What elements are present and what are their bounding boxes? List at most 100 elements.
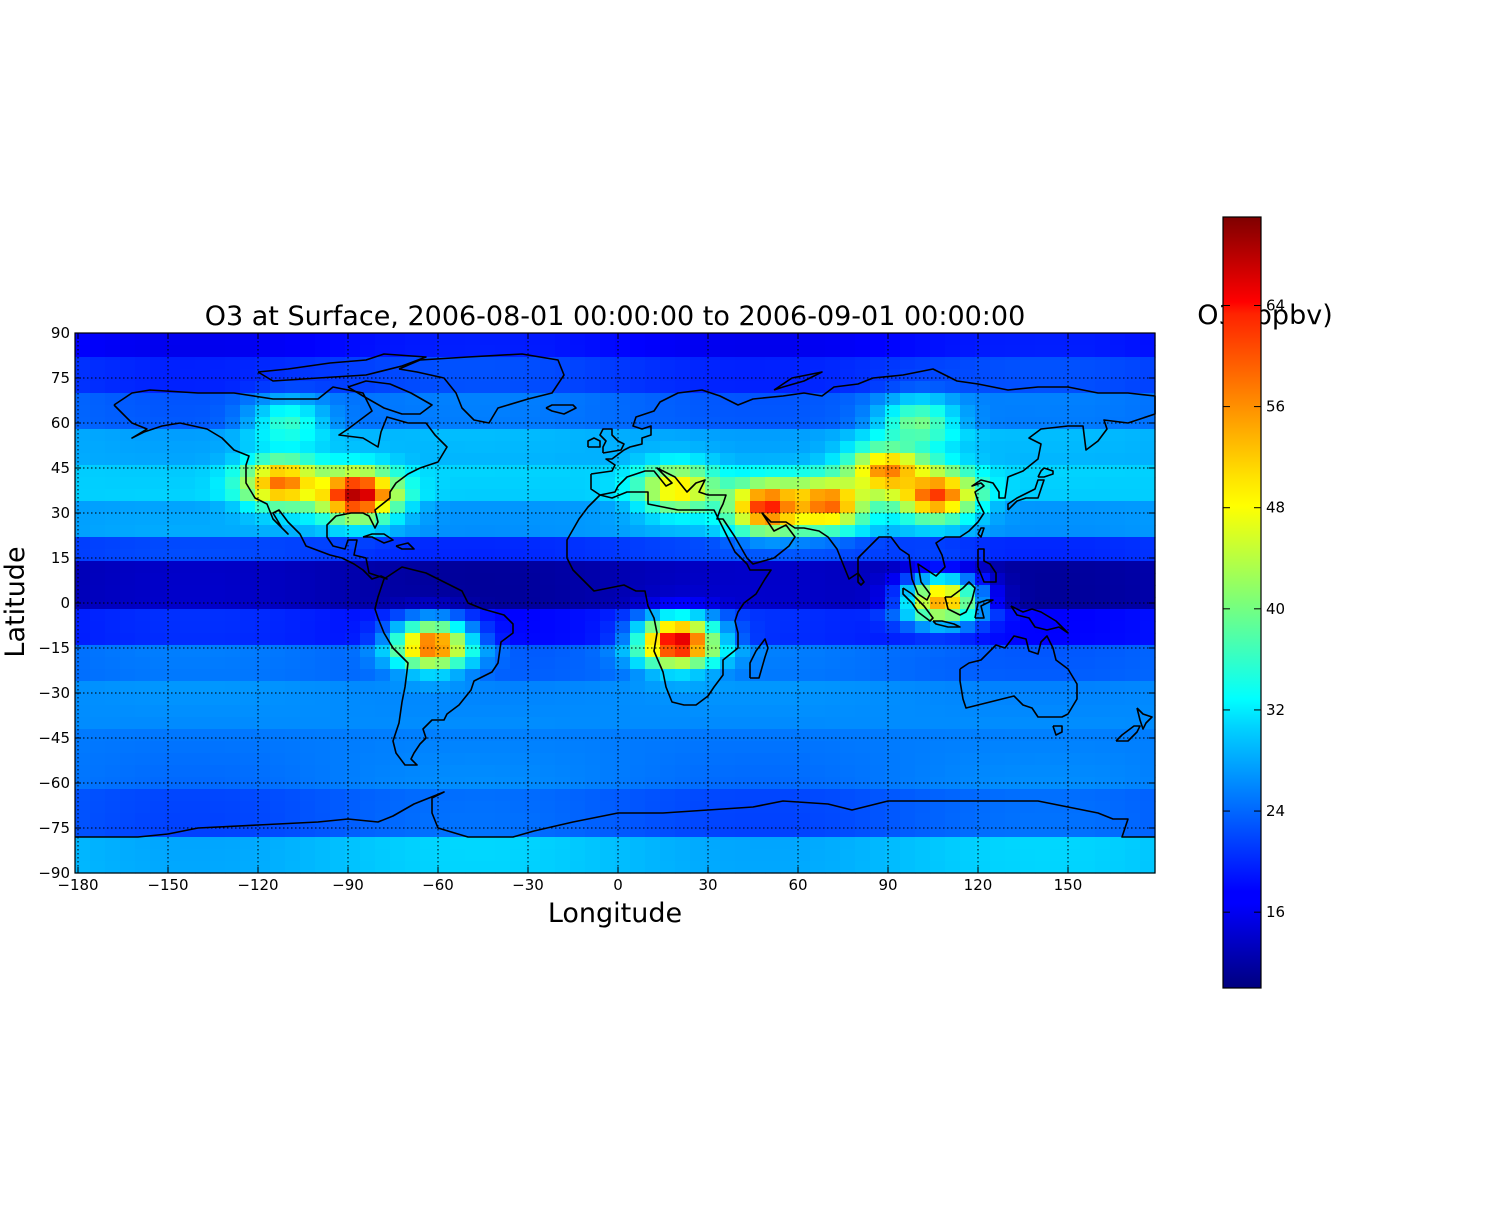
heat-cell: [390, 429, 406, 442]
heat-cell: [450, 477, 466, 490]
heat-cell: [540, 813, 556, 826]
heat-cell: [795, 705, 811, 718]
heat-cell: [330, 609, 346, 622]
heat-cell: [390, 753, 406, 766]
heat-cell: [240, 429, 256, 442]
heat-cell: [465, 753, 481, 766]
heat-cell: [810, 513, 826, 526]
heat-cell: [975, 381, 991, 394]
heat-cell: [435, 729, 451, 742]
heat-cell: [1065, 357, 1081, 370]
heat-cell: [900, 645, 916, 658]
heat-cell: [120, 669, 136, 682]
heat-cell: [990, 477, 1006, 490]
heat-cell: [825, 633, 841, 646]
heat-cell: [1110, 669, 1126, 682]
heat-cell: [285, 681, 301, 694]
heat-cell: [150, 597, 166, 610]
heat-cell: [1005, 369, 1021, 382]
heat-cell: [300, 669, 316, 682]
heat-cell: [555, 441, 571, 454]
heat-cell: [210, 693, 226, 706]
heat-cell: [480, 393, 496, 406]
heat-cell: [105, 465, 121, 478]
heat-cell: [975, 705, 991, 718]
heat-cell: [555, 609, 571, 622]
heat-cell: [405, 537, 421, 550]
heat-cell: [600, 609, 616, 622]
heat-cell: [465, 501, 481, 514]
heat-cell: [1080, 609, 1096, 622]
heat-cell: [300, 813, 316, 826]
heat-cell: [180, 813, 196, 826]
heat-cell: [975, 405, 991, 418]
heat-cell: [705, 825, 721, 838]
heat-cell: [765, 489, 781, 502]
heat-cell: [105, 681, 121, 694]
heat-cell: [795, 825, 811, 838]
heat-cell: [210, 393, 226, 406]
heat-cell: [645, 429, 661, 442]
heat-cell: [465, 729, 481, 742]
heat-cell: [1050, 585, 1066, 598]
heat-cell: [570, 753, 586, 766]
heat-cell: [1095, 705, 1111, 718]
heat-cell: [630, 729, 646, 742]
heat-cell: [1020, 345, 1036, 358]
heat-cell: [540, 345, 556, 358]
heat-cell: [165, 789, 181, 802]
heat-cell: [1050, 837, 1066, 850]
heat-cell: [225, 561, 241, 574]
heat-cell: [255, 393, 271, 406]
heat-cell: [420, 849, 436, 862]
heat-cell: [915, 501, 931, 514]
heat-cell: [240, 501, 256, 514]
heat-cell: [1005, 405, 1021, 418]
heat-cell: [330, 861, 346, 874]
heat-cell: [885, 573, 901, 586]
heat-cell: [975, 477, 991, 490]
heat-cell: [450, 789, 466, 802]
heat-cell: [1140, 825, 1156, 838]
heat-cell: [630, 813, 646, 826]
heat-cell: [840, 681, 856, 694]
heat-cell: [675, 681, 691, 694]
heat-cell: [1095, 789, 1111, 802]
heat-cell: [480, 333, 496, 346]
colorbar-tick-label: 56: [1266, 398, 1285, 416]
heat-cell: [465, 681, 481, 694]
heat-cell: [990, 837, 1006, 850]
heat-cell: [345, 429, 361, 442]
heat-cell: [540, 477, 556, 490]
heat-cell: [390, 705, 406, 718]
heat-cell: [990, 789, 1006, 802]
heat-cell: [600, 357, 616, 370]
heat-cell: [375, 693, 391, 706]
heat-cell: [225, 333, 241, 346]
heat-cell: [615, 597, 631, 610]
heat-cell: [75, 801, 91, 814]
heat-cell: [765, 837, 781, 850]
heat-cell: [825, 333, 841, 346]
heat-cell: [225, 393, 241, 406]
heat-cell: [825, 609, 841, 622]
heat-cell: [780, 789, 796, 802]
heat-cell: [690, 753, 706, 766]
heat-cell: [885, 777, 901, 790]
heat-cell: [225, 753, 241, 766]
heat-cell: [90, 441, 106, 454]
heat-cell: [1095, 621, 1111, 634]
heat-cell: [420, 501, 436, 514]
heat-cell: [150, 465, 166, 478]
heat-cell: [450, 729, 466, 742]
heat-cell: [1065, 825, 1081, 838]
heat-cell: [420, 765, 436, 778]
heat-cell: [1095, 561, 1111, 574]
heat-cell: [870, 813, 886, 826]
heat-cell: [795, 597, 811, 610]
heat-cell: [1095, 525, 1111, 538]
heat-cell: [285, 645, 301, 658]
heat-cell: [975, 585, 991, 598]
heat-cell: [795, 681, 811, 694]
heat-cell: [165, 849, 181, 862]
